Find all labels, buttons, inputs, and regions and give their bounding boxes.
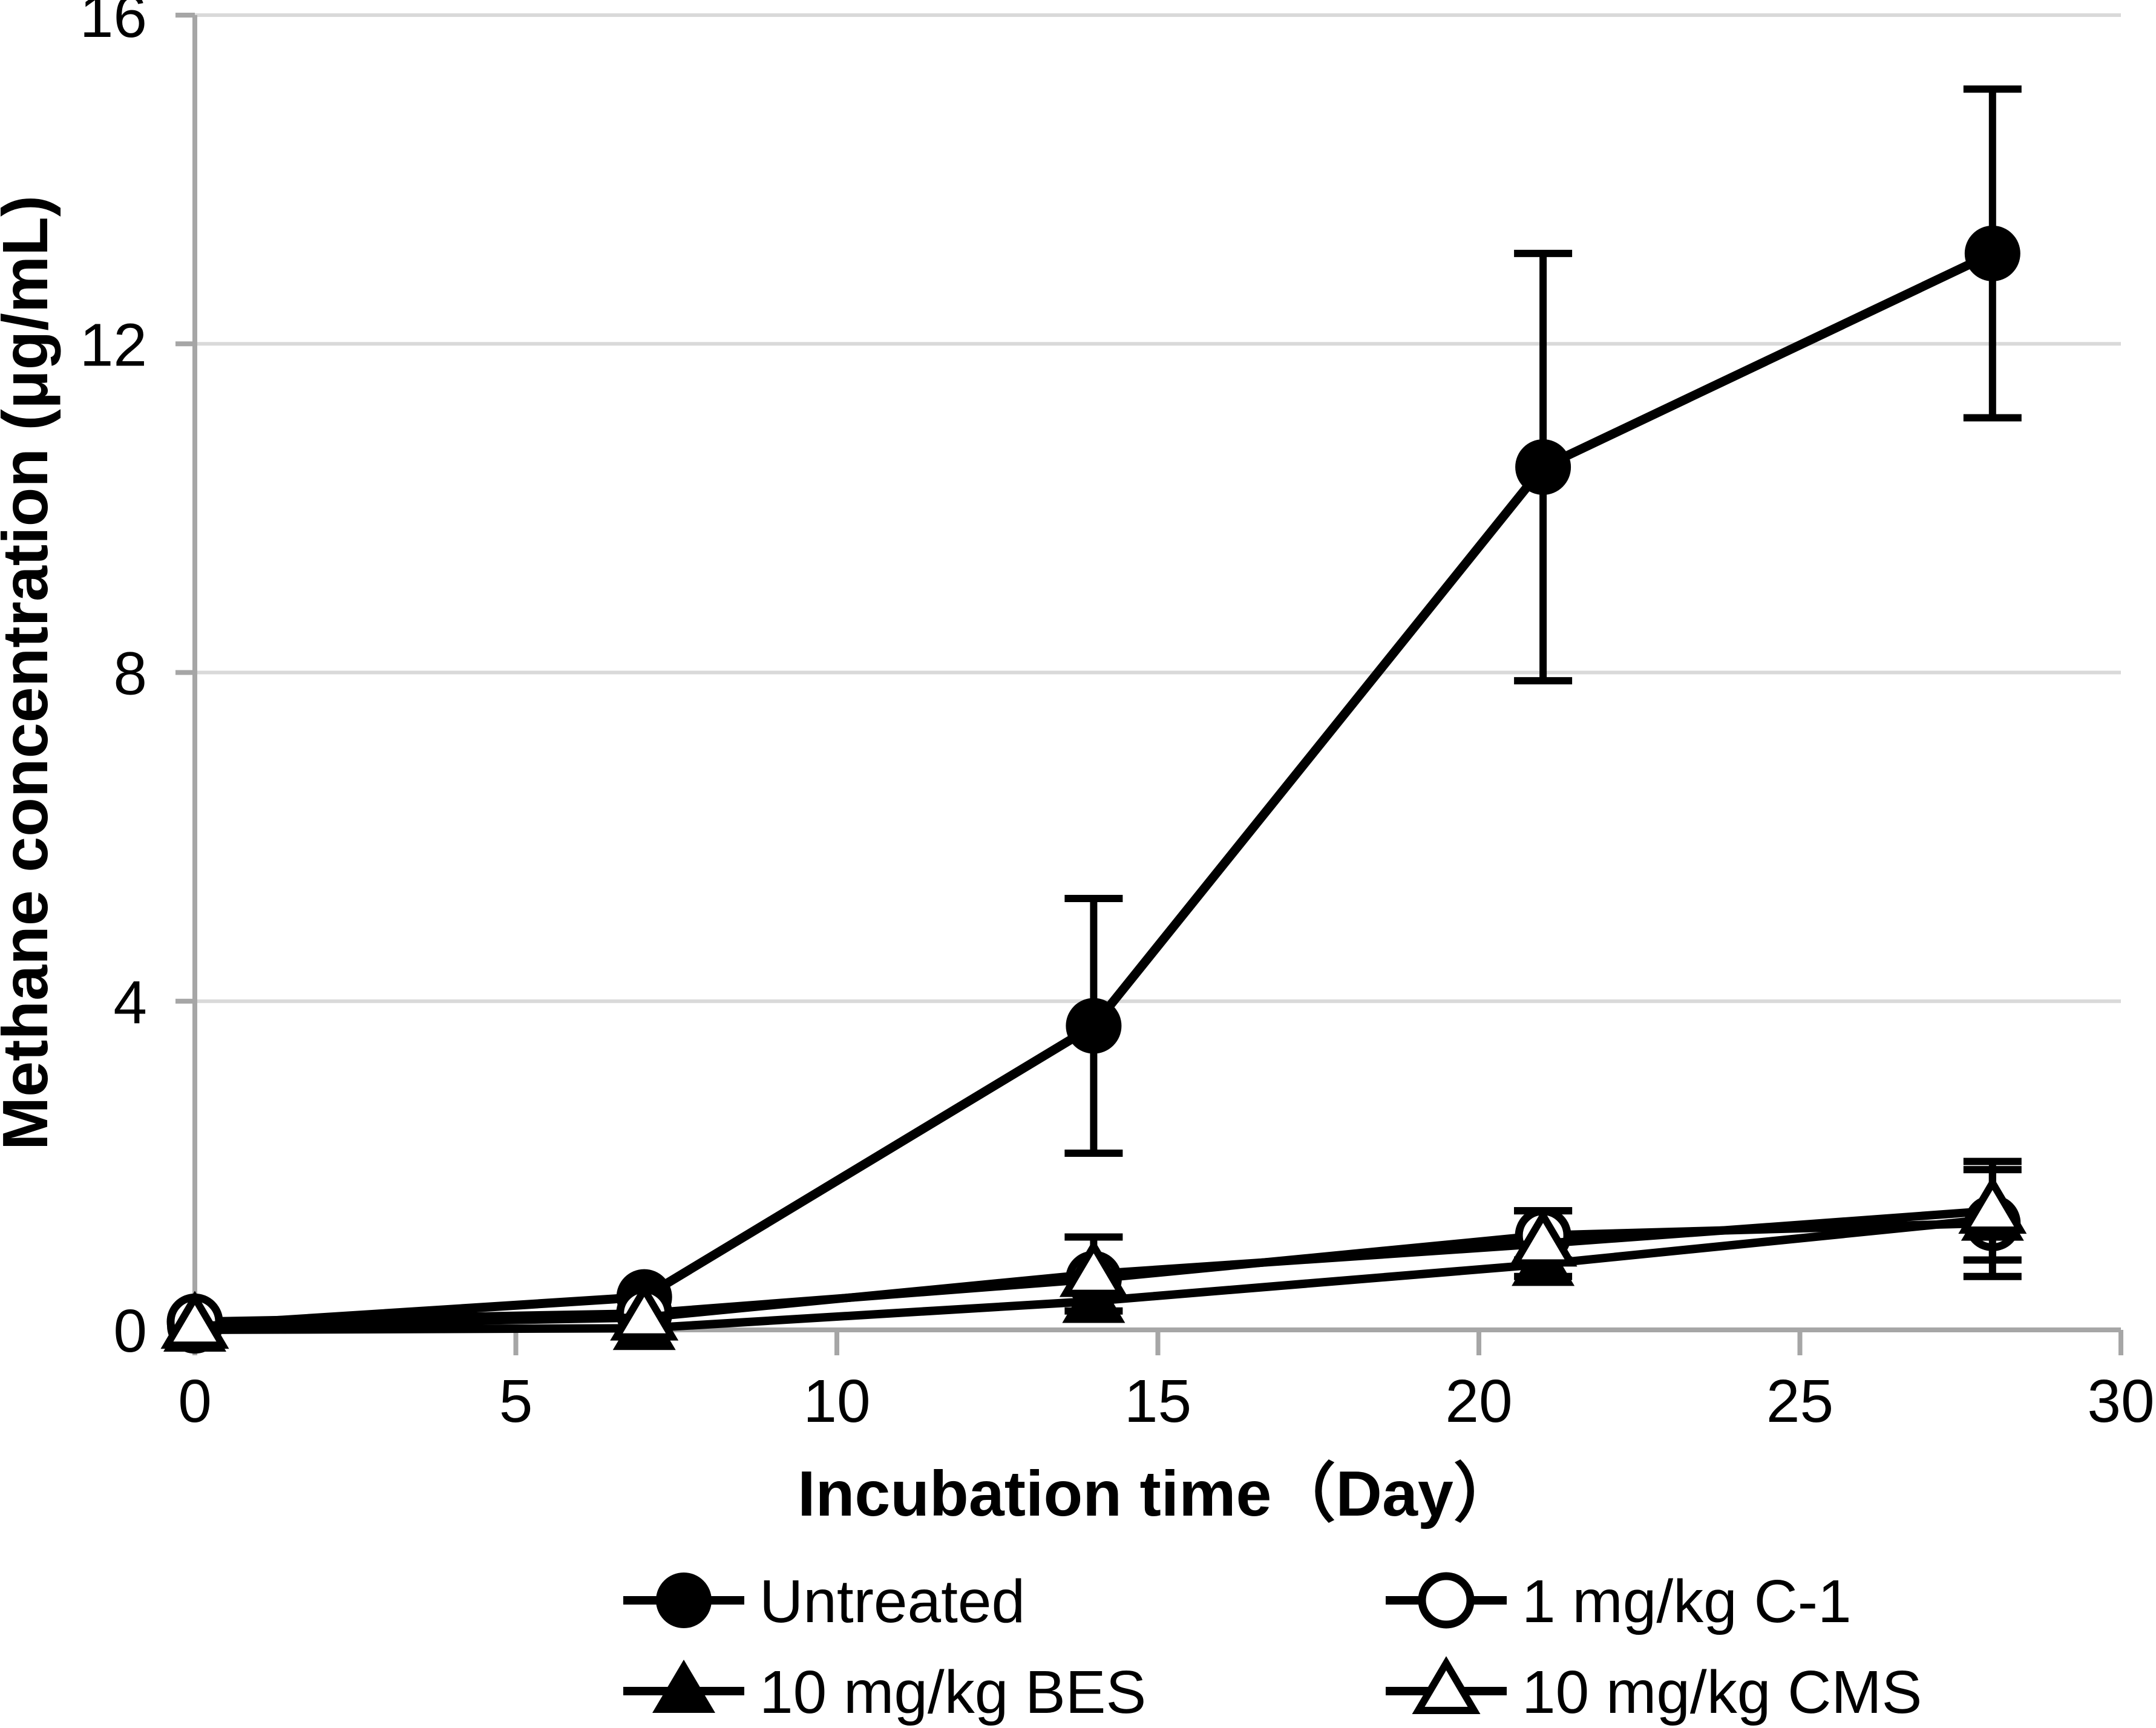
marker-untreated-day-14 (1066, 998, 1122, 1054)
open-circle-icon (1418, 1572, 1475, 1629)
x-tick-label-30: 30 (2087, 1367, 2154, 1435)
data-series (160, 85, 2027, 1354)
x-tick-label-15: 15 (1124, 1367, 1191, 1435)
x-axis-title: Incubation time（Day） (798, 1458, 1518, 1530)
marker-10-mg-kg-cms-day-21 (1509, 1208, 1578, 1267)
legend-item-c1: 1 mg/kg C-1 (1386, 1568, 1852, 1635)
series-10-mg-kg-cms (160, 1157, 2027, 1349)
open-triangle-icon (1412, 1656, 1481, 1714)
line-untreated (194, 249, 1995, 1330)
marker-10-mg-kg-cms-day-28 (1958, 1176, 2027, 1234)
x-tick-label-10: 10 (803, 1367, 870, 1435)
series-untreated (167, 85, 2022, 1354)
marker-untreated-day-21 (1515, 439, 1571, 495)
y-axis-title: Methane concentration (μg/mL) (0, 195, 61, 1150)
gridlines (195, 13, 2121, 1003)
tick-labels: 0 4 8 12 16 0 5 10 15 20 25 30 (80, 0, 2155, 1435)
legend-item-cms: 10 mg/kg CMS (1386, 1656, 1922, 1726)
legend-label-cms: 10 mg/kg CMS (1522, 1658, 1922, 1726)
legend-item-untreated: Untreated (623, 1568, 1025, 1635)
x-tick-label-0: 0 (178, 1367, 212, 1435)
legend-label-untreated: Untreated (759, 1568, 1025, 1635)
marker-10-mg-kg-cms-day-0 (160, 1291, 229, 1349)
filled-circle-icon (656, 1573, 712, 1628)
marker-10-mg-kg-cms-day-14 (1059, 1239, 1128, 1297)
x-tick-label-20: 20 (1445, 1367, 1512, 1435)
marker-untreated-day-28 (1964, 225, 2020, 281)
legend-label-c1: 1 mg/kg C-1 (1522, 1568, 1852, 1635)
x-tick-label-5: 5 (499, 1367, 533, 1435)
y-tick-label-4: 4 (113, 969, 147, 1036)
legend: Untreated 1 mg/kg C-1 10 mg/kg BES 10 mg… (623, 1568, 1922, 1726)
y-tick-label-16: 16 (80, 0, 147, 50)
axes (175, 13, 2123, 1355)
x-tick-label-25: 25 (1766, 1367, 1833, 1435)
y-tick-label-12: 12 (80, 311, 147, 379)
filled-triangle-icon (652, 1660, 715, 1713)
marker-10-mg-kg-cms-day-7 (610, 1282, 679, 1341)
legend-label-bes: 10 mg/kg BES (759, 1658, 1146, 1726)
legend-item-bes: 10 mg/kg BES (623, 1658, 1146, 1726)
y-tick-label-8: 8 (113, 640, 147, 708)
y-tick-label-0: 0 (113, 1297, 147, 1365)
